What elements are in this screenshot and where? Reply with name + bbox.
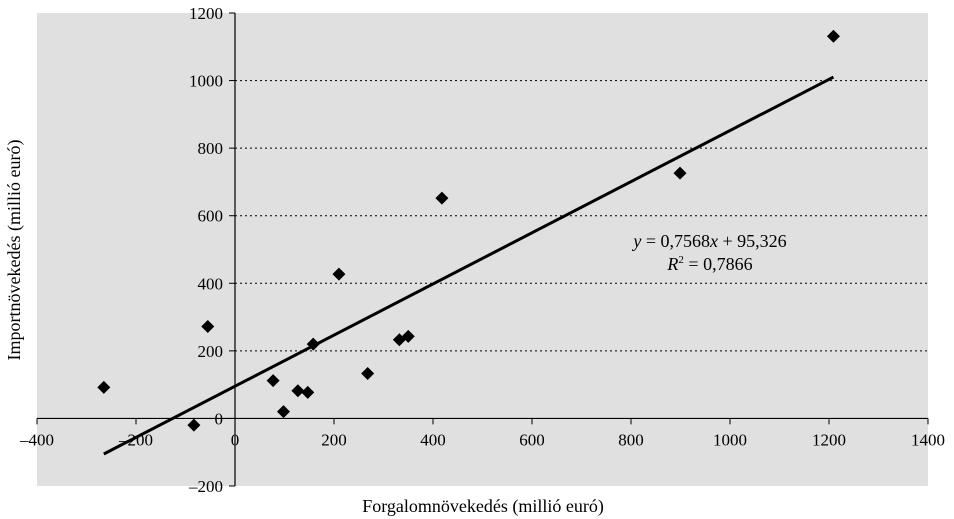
y-tick-label: 1200 bbox=[189, 4, 223, 23]
data-point-13 bbox=[435, 191, 449, 205]
data-point-3 bbox=[201, 320, 215, 334]
x-tick-label: 800 bbox=[618, 430, 644, 449]
x-tick-label: 600 bbox=[519, 430, 545, 449]
data-point-5 bbox=[277, 405, 291, 419]
gridlines bbox=[235, 80, 928, 352]
data-point-4 bbox=[266, 374, 280, 388]
axes bbox=[36, 12, 929, 487]
trendline bbox=[103, 75, 835, 456]
y-tick-label: 1000 bbox=[189, 72, 223, 91]
data-point-2 bbox=[187, 418, 201, 432]
data-point-15 bbox=[826, 29, 840, 43]
data-point-14 bbox=[673, 166, 687, 180]
data-point-6 bbox=[291, 384, 305, 398]
x-tick-label: –400 bbox=[19, 430, 54, 449]
r2-value: = 0,7866 bbox=[684, 254, 753, 274]
x-axis-title: Forgalomnövekedés (millió euró) bbox=[362, 496, 604, 517]
regression-equation: y = 0,7568x + 95,326 bbox=[631, 231, 786, 251]
x-tick-label: 1000 bbox=[713, 430, 747, 449]
r2-symbol: R bbox=[666, 254, 678, 274]
y-tick-label: 200 bbox=[198, 342, 224, 361]
x-tick-label: 1400 bbox=[911, 430, 945, 449]
x-tick-label: 200 bbox=[321, 430, 347, 449]
y-tick-label: 800 bbox=[198, 139, 224, 158]
y-axis-title: Importnövekedés (millió euró) bbox=[4, 140, 25, 361]
equation-slope: = 0,7568 bbox=[641, 231, 710, 251]
x-tick-label: –200 bbox=[118, 430, 153, 449]
r-squared-label: R2 = 0,7866 bbox=[666, 254, 752, 274]
data-point-10 bbox=[361, 366, 375, 380]
data-point-7 bbox=[301, 385, 315, 399]
y-tick-label: 600 bbox=[198, 207, 224, 226]
equation-intercept: + 95,326 bbox=[718, 231, 787, 251]
data-points bbox=[97, 29, 840, 432]
equation-x-var: x bbox=[709, 231, 718, 251]
y-tick-label: –200 bbox=[188, 477, 223, 496]
tick-labels: –400 –200 0 200 400 600 800 1000 1200 1400 –200 0 20… bbox=[19, 4, 945, 496]
y-tick-label: 0 bbox=[215, 409, 224, 428]
x-tick-label: 0 bbox=[231, 430, 240, 449]
y-tick-label: 400 bbox=[198, 274, 224, 293]
x-tick-label: 1200 bbox=[812, 430, 846, 449]
trendline-group bbox=[103, 75, 835, 456]
x-tick-label: 400 bbox=[420, 430, 446, 449]
data-point-12 bbox=[401, 329, 415, 343]
r2-exponent: 2 bbox=[678, 254, 684, 266]
data-point-9 bbox=[332, 267, 346, 281]
data-point-8 bbox=[306, 337, 320, 351]
data-point-1 bbox=[97, 380, 111, 394]
equation-y-var: y bbox=[631, 231, 641, 251]
plot-background bbox=[37, 13, 928, 486]
